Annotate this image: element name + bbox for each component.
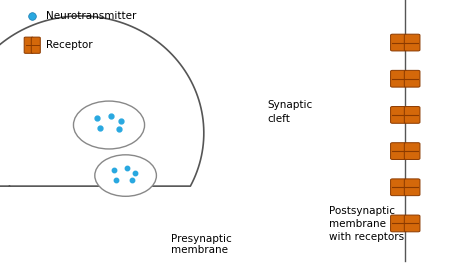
FancyBboxPatch shape bbox=[391, 143, 406, 160]
Text: Synaptic
cleft: Synaptic cleft bbox=[268, 100, 313, 124]
Text: Presynaptic
membrane: Presynaptic membrane bbox=[171, 234, 231, 255]
FancyBboxPatch shape bbox=[24, 37, 33, 53]
Ellipse shape bbox=[95, 155, 156, 196]
FancyBboxPatch shape bbox=[404, 34, 420, 51]
FancyBboxPatch shape bbox=[31, 37, 40, 53]
Text: Receptor: Receptor bbox=[46, 40, 93, 50]
FancyBboxPatch shape bbox=[404, 70, 420, 87]
FancyBboxPatch shape bbox=[404, 179, 420, 196]
FancyBboxPatch shape bbox=[404, 143, 420, 160]
FancyBboxPatch shape bbox=[404, 215, 420, 232]
FancyBboxPatch shape bbox=[391, 70, 406, 87]
Text: Neurotransmitter: Neurotransmitter bbox=[46, 11, 137, 21]
FancyBboxPatch shape bbox=[391, 179, 406, 196]
FancyBboxPatch shape bbox=[404, 106, 420, 123]
FancyBboxPatch shape bbox=[391, 106, 406, 123]
Ellipse shape bbox=[73, 101, 145, 149]
FancyBboxPatch shape bbox=[391, 34, 406, 51]
FancyBboxPatch shape bbox=[391, 215, 406, 232]
Text: Postsynaptic
membrane
with receptors: Postsynaptic membrane with receptors bbox=[329, 206, 404, 242]
